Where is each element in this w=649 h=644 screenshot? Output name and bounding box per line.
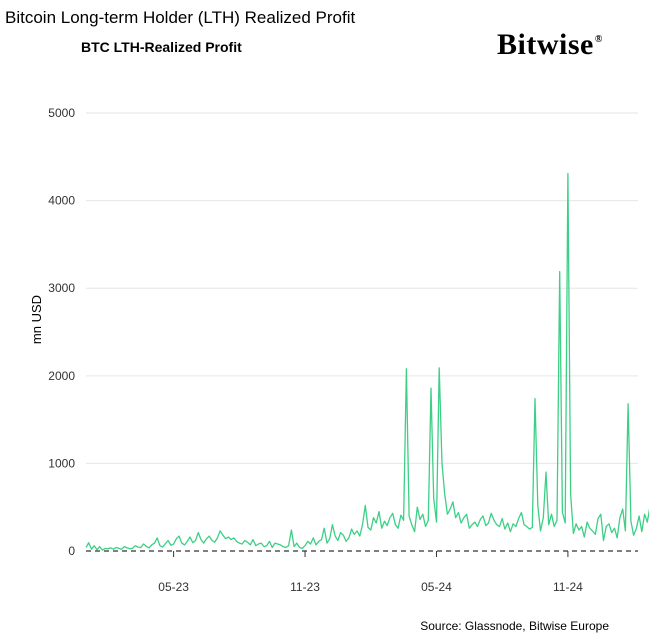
y-tick-label: 1000 (48, 456, 75, 470)
x-tick-label: 11-23 (290, 580, 320, 594)
brand-name: Bitwise (497, 28, 594, 61)
y-tick-label: 0 (68, 544, 75, 558)
chart-title: BTC LTH-Realized Profit (81, 39, 242, 55)
series-layer (85, 172, 649, 551)
y-tick-label: 5000 (48, 106, 75, 120)
y-tick-label: 2000 (48, 369, 75, 383)
y-tick-label: 3000 (48, 281, 75, 295)
grid-layer (86, 112, 638, 464)
y-tick-label: 4000 (48, 194, 75, 208)
x-tick-label: 05-24 (421, 580, 452, 594)
x-tick-label: 11-24 (553, 580, 583, 594)
y-axis-ticks: 0 1000 2000 3000 4000 5000 (48, 106, 75, 558)
page-title: Bitcoin Long-term Holder (LTH) Realized … (5, 8, 356, 27)
x-axis-ticks: 05-23 11-23 05-24 11-24 (158, 551, 583, 594)
brand-logo: Bitwise® (497, 28, 603, 62)
x-tick-label: 05-23 (158, 580, 189, 594)
source-note: Source: Glassnode, Bitwise Europe (420, 619, 609, 633)
series-line (85, 172, 649, 551)
registered-mark: ® (594, 34, 603, 45)
y-axis-label: mn USD (29, 295, 44, 344)
